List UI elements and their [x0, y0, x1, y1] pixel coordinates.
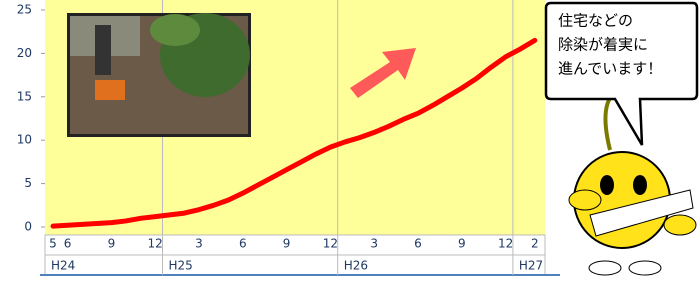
y-tick-label: 25: [17, 3, 32, 17]
x-tick-label: 9: [283, 237, 291, 251]
x-tick-label: 6: [414, 237, 422, 251]
year-label: H26: [344, 259, 368, 273]
y-tick-label: 10: [17, 133, 32, 147]
x-tick-label: 9: [108, 237, 116, 251]
y-tick-label: 0: [24, 220, 32, 234]
x-tick-label: 6: [239, 237, 247, 251]
year-label: H24: [51, 259, 75, 273]
x-tick-label: 12: [498, 237, 513, 251]
y-tick-label: 5: [24, 176, 32, 190]
x-tick-label: 3: [195, 237, 203, 251]
y-tick-label: 20: [17, 46, 32, 60]
x-tick-label: 12: [148, 237, 163, 251]
x-tick-label: 3: [370, 237, 378, 251]
year-label: H27: [519, 259, 543, 273]
x-tick-label: 5: [49, 237, 57, 251]
x-tick-label: 2: [531, 237, 539, 251]
annotation-line: 進んでいます！: [558, 60, 662, 78]
annotation-line: 住宅などの: [558, 12, 633, 30]
chart: 住宅などの 除染が着実に 進んでいます！ 0510152025H24H25H26…: [0, 0, 700, 282]
y-tick-label: 15: [17, 89, 32, 103]
x-tick-label: 9: [458, 237, 466, 251]
x-tick-label: 12: [323, 237, 338, 251]
photo: [67, 13, 251, 137]
x-tick-label: 6: [64, 237, 72, 251]
annotation-line: 除染が着実に: [558, 36, 648, 54]
year-label: H25: [169, 259, 193, 273]
